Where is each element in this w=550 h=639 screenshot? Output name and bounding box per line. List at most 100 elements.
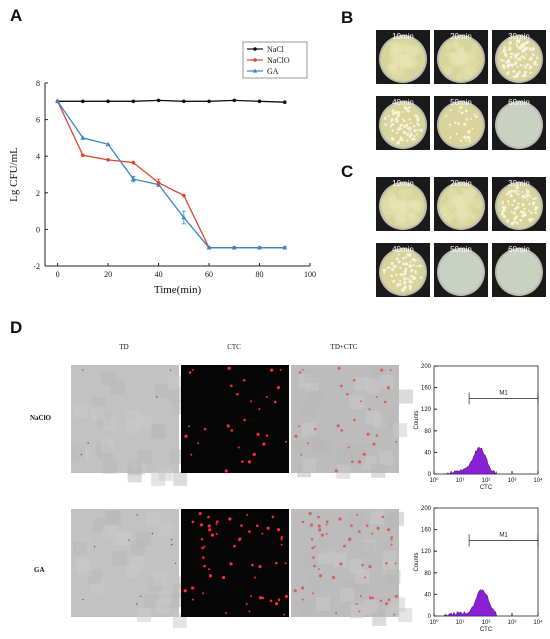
lawn-texture [448, 52, 460, 64]
ctc-fluorescent-dot [249, 595, 252, 598]
texture [365, 410, 380, 425]
colony [409, 261, 412, 264]
texture [130, 555, 145, 570]
ctc-fluorescent-dot [207, 568, 210, 571]
colony [406, 127, 409, 130]
colony [455, 132, 458, 136]
colony [526, 198, 529, 201]
legend-marker [253, 58, 257, 62]
colony [454, 121, 457, 124]
lawn-texture [412, 58, 420, 66]
ctc-fluorescent-dot [312, 556, 315, 559]
ctc-fluorescent-dot [279, 369, 282, 372]
texture [378, 451, 393, 466]
lawn-texture [400, 211, 412, 223]
ctc-fluorescent-dot [383, 400, 387, 404]
ctc-fluorescent-dot [228, 517, 232, 521]
plate-image [437, 101, 485, 149]
colony [414, 269, 417, 273]
ctc-fluorescent-dot [365, 524, 369, 528]
data-point-naclo [131, 160, 136, 165]
colony [465, 139, 468, 142]
texture [398, 389, 413, 404]
colony [445, 115, 448, 118]
y-tick-label: 0 [428, 472, 432, 478]
data-point-ga [257, 245, 262, 250]
colony [405, 107, 409, 111]
colony [501, 200, 504, 203]
ctc-fluorescent-dot [371, 596, 375, 600]
texture [137, 414, 152, 429]
panel-label-c: C [341, 162, 354, 181]
texture [173, 471, 188, 486]
ctc-fluorescent-dot [301, 368, 304, 371]
texture [349, 395, 364, 410]
lawn-texture [386, 64, 394, 71]
texture [156, 599, 171, 614]
y-tick-label: 200 [421, 364, 432, 370]
plate-time-label: 10min [392, 179, 414, 188]
y-tick-label: 160 [421, 528, 432, 534]
lawn-texture [460, 56, 469, 65]
colony [395, 257, 399, 261]
lawn-texture [456, 55, 465, 64]
lawn-texture [393, 58, 402, 67]
colony [397, 260, 401, 264]
colony [512, 69, 516, 73]
lawn-texture [445, 42, 453, 50]
ctc-fluorescent-dot [366, 432, 370, 436]
lawn-texture [447, 195, 457, 205]
lawn-texture [408, 197, 421, 210]
ctc-fluorescent-dot [389, 369, 392, 372]
ctc-fluorescent-dot [368, 565, 372, 569]
ctc-fluorescent-dot [250, 400, 253, 403]
colony [390, 118, 394, 122]
colony [509, 193, 513, 197]
colony [521, 49, 525, 53]
colony [503, 66, 506, 70]
texture [370, 510, 385, 525]
lawn-texture [399, 70, 406, 77]
lawn-texture [460, 187, 467, 194]
ctc-fluorescent-dot [275, 561, 278, 565]
colony [413, 135, 416, 138]
lawn-texture [464, 192, 476, 204]
colony [408, 118, 411, 121]
lawn-texture [403, 57, 414, 68]
lawn-texture [409, 201, 417, 208]
lawn-texture [454, 195, 463, 203]
colony [401, 262, 405, 266]
colony [400, 127, 403, 130]
x-tick-label: 60 [205, 270, 213, 279]
colony [501, 212, 504, 216]
colony [383, 271, 386, 274]
x-axis-label: CTC [480, 485, 493, 491]
x-tick-label: 10³ [508, 478, 517, 484]
texture [110, 380, 125, 395]
lawn-texture [455, 47, 467, 59]
lawn-texture [450, 56, 462, 68]
cell-dot [82, 598, 84, 601]
lawn-texture [439, 204, 448, 213]
lawn-texture [462, 210, 471, 219]
colony [402, 139, 405, 142]
colony [515, 43, 518, 46]
lawn-texture [443, 65, 453, 75]
ctc-fluorescent-dot [258, 565, 262, 569]
colony [465, 118, 469, 121]
colony [506, 71, 510, 75]
ctc-fluorescent-dot [285, 440, 288, 443]
ctc-fluorescent-dot [191, 520, 195, 524]
cell-dot [87, 442, 89, 444]
lawn-texture [408, 52, 416, 61]
lawn-texture [386, 190, 396, 201]
x-tick-label: 10⁴ [533, 477, 543, 484]
colony [525, 63, 530, 67]
texture [361, 541, 376, 556]
ctc-fluorescent-dot [358, 610, 361, 613]
row-header-ga: GA [34, 566, 45, 574]
ctc-fluorescent-dot [353, 418, 356, 422]
colony [517, 57, 521, 61]
x-tick-label: 10⁰ [429, 619, 439, 626]
y-tick-label: 4 [36, 152, 40, 161]
